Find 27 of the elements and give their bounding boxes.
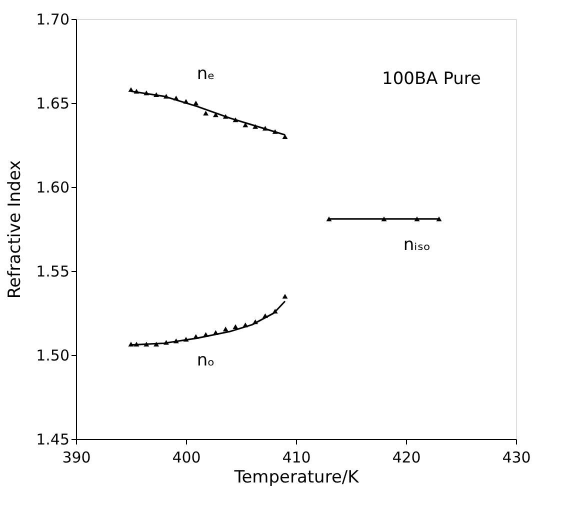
series-label: nₑ xyxy=(196,64,215,84)
point xyxy=(414,216,420,222)
y-tick-label: 1.45 xyxy=(36,430,70,448)
point xyxy=(436,216,442,222)
x-tick-label: 430 xyxy=(502,448,531,466)
y-tick-label: 1.70 xyxy=(36,10,70,28)
point xyxy=(193,100,199,106)
series-label: nₒ xyxy=(196,350,215,371)
x-tick-label: 390 xyxy=(62,448,91,466)
y-tick-label: 1.65 xyxy=(36,94,70,112)
annotation: 100BA Pure xyxy=(382,69,481,89)
point xyxy=(203,110,209,116)
point xyxy=(381,216,387,222)
point xyxy=(282,134,288,139)
y-tick-label: 1.50 xyxy=(36,346,70,364)
y-tick-label: 1.55 xyxy=(36,262,70,280)
y-axis-title: Refractive Index xyxy=(5,160,26,299)
point xyxy=(222,326,228,332)
y-tick-label: 1.60 xyxy=(36,178,70,196)
point xyxy=(232,324,238,329)
point xyxy=(282,294,288,299)
point xyxy=(326,216,332,222)
x-tick-label: 410 xyxy=(282,448,311,466)
series-label: nᵢₛₒ xyxy=(403,234,431,255)
x-axis-title: Temperature/K xyxy=(233,468,360,488)
x-tick-label: 400 xyxy=(172,448,201,466)
x-tick-label: 420 xyxy=(392,448,421,466)
